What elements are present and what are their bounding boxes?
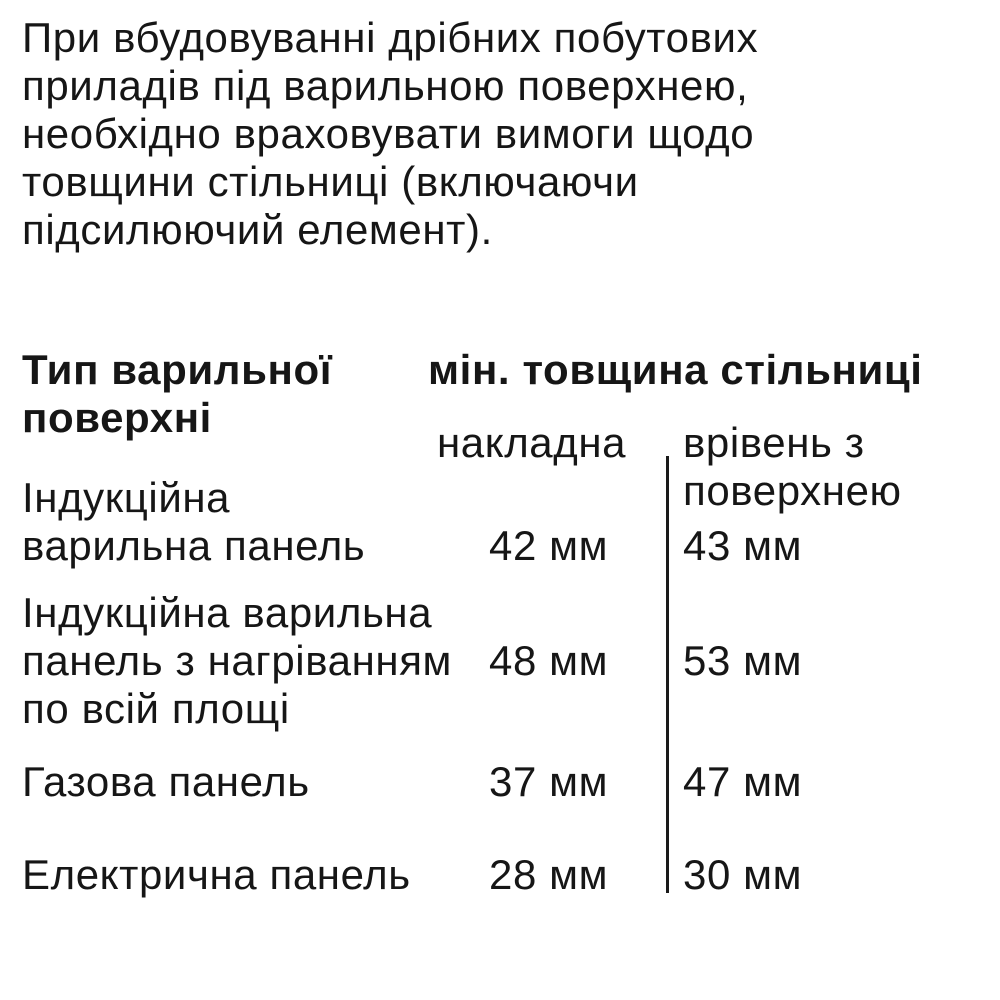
row-value-overlay: 37 мм xyxy=(489,758,609,805)
table-header-min-thickness: мін. товщина стільниці xyxy=(428,346,923,393)
column-divider-rule xyxy=(666,456,669,893)
row-label-induction-full-surface-hob: Індукційна варильна панель з нагріванням… xyxy=(22,589,453,732)
intro-line: товщини стільниці (включаючи xyxy=(22,158,639,205)
row-label-induction-hob: Індукційна варильна панель xyxy=(22,474,366,569)
row-value-flush: 47 мм xyxy=(683,758,803,805)
row-value-flush: 30 мм xyxy=(683,851,803,898)
table-header-hob-type: Тип варильної поверхні xyxy=(22,346,333,441)
intro-paragraph: При вбудовуванні дрібних побутових прила… xyxy=(22,14,942,254)
subheader-flush: врівень з поверхнею xyxy=(683,419,902,514)
row-value-flush: 53 мм xyxy=(683,637,803,684)
subheader-overlay: накладна xyxy=(437,419,627,466)
row-value-overlay: 48 мм xyxy=(489,637,609,684)
intro-line: приладів під варильною поверхнею, xyxy=(22,62,749,109)
row-label-gas-hob: Газова панель xyxy=(22,758,310,805)
row-value-overlay: 42 мм xyxy=(489,522,609,569)
row-label-electric-hob: Електрична панель xyxy=(22,851,411,898)
intro-line: необхідно враховувати вимоги щодо xyxy=(22,110,755,157)
row-value-flush: 43 мм xyxy=(683,522,803,569)
intro-line: підсилюючий елемент). xyxy=(22,206,493,253)
intro-line: При вбудовуванні дрібних побутових xyxy=(22,14,759,61)
row-value-overlay: 28 мм xyxy=(489,851,609,898)
